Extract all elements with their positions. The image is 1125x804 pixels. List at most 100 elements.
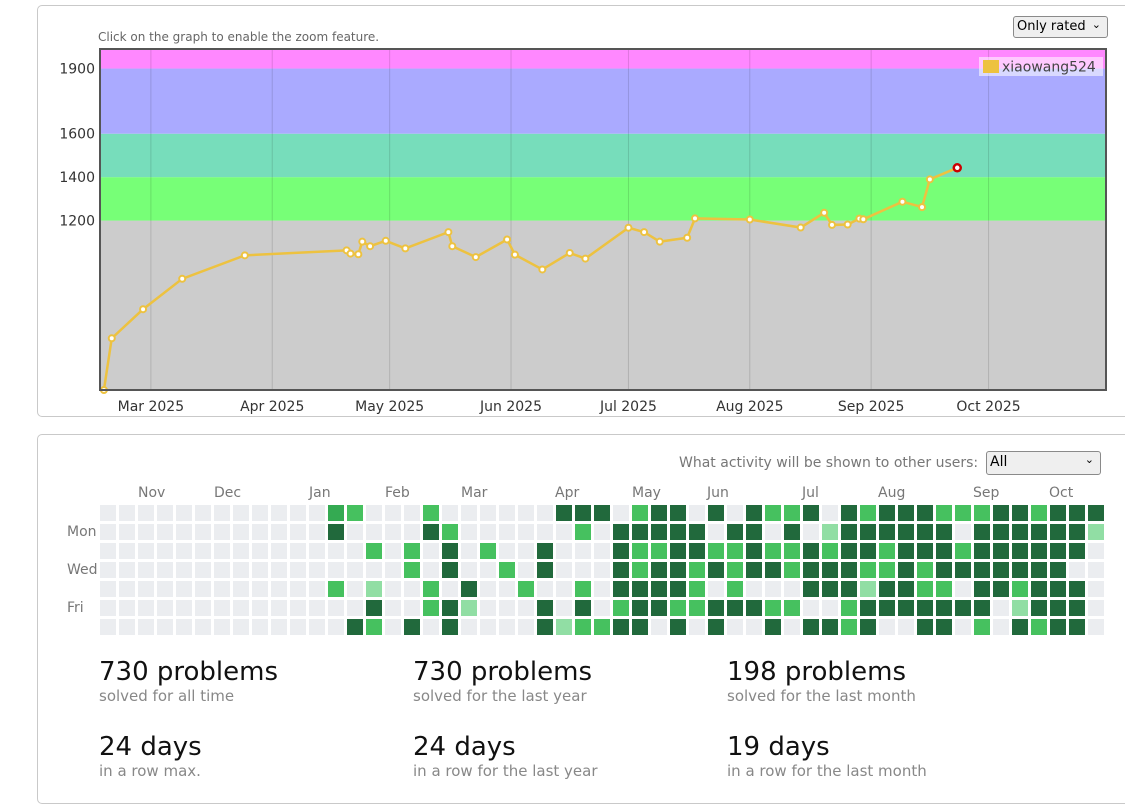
activity-cell[interactable] [1069, 581, 1085, 597]
activity-cell[interactable] [290, 619, 306, 635]
activity-cell[interactable] [879, 505, 895, 521]
activity-cell[interactable] [860, 619, 876, 635]
activity-cell[interactable] [1031, 524, 1047, 540]
activity-cell[interactable] [347, 524, 363, 540]
activity-cell[interactable] [1069, 600, 1085, 616]
activity-cell[interactable] [898, 600, 914, 616]
activity-cell[interactable] [708, 600, 724, 616]
activity-cell[interactable] [309, 543, 325, 559]
activity-cell[interactable] [537, 619, 553, 635]
rating-point[interactable] [952, 163, 963, 173]
activity-cell[interactable] [461, 524, 477, 540]
activity-cell[interactable] [993, 524, 1009, 540]
rating-graph[interactable]: 1200 1400 1600 1900 Mar 2025 Apr 2025 May 202… [0, 0, 1125, 420]
activity-cell[interactable] [233, 600, 249, 616]
activity-cell[interactable] [290, 543, 306, 559]
activity-cell[interactable] [518, 600, 534, 616]
activity-cell[interactable] [290, 524, 306, 540]
activity-cell[interactable] [1088, 619, 1104, 635]
activity-cell[interactable] [1012, 543, 1028, 559]
activity-cell[interactable] [214, 505, 230, 521]
activity-cell[interactable] [765, 562, 781, 578]
activity-cell[interactable] [708, 543, 724, 559]
activity-cell[interactable] [461, 562, 477, 578]
activity-cell[interactable] [119, 581, 135, 597]
activity-cell[interactable] [518, 543, 534, 559]
activity-cell[interactable] [689, 600, 705, 616]
visibility-select[interactable]: All ⌄ [986, 451, 1101, 475]
activity-cell[interactable] [670, 562, 686, 578]
activity-cell[interactable] [1069, 543, 1085, 559]
activity-cell[interactable] [651, 600, 667, 616]
activity-cell[interactable] [423, 505, 439, 521]
rating-point[interactable] [448, 242, 457, 251]
activity-cell[interactable] [100, 524, 116, 540]
activity-cell[interactable] [708, 581, 724, 597]
activity-cell[interactable] [822, 505, 838, 521]
activity-cell[interactable] [214, 543, 230, 559]
activity-cell[interactable] [898, 505, 914, 521]
activity-cell[interactable] [271, 505, 287, 521]
rating-point[interactable] [918, 203, 927, 212]
activity-cell[interactable] [214, 562, 230, 578]
activity-cell[interactable] [860, 600, 876, 616]
rating-point[interactable] [683, 233, 692, 242]
activity-cell[interactable] [366, 600, 382, 616]
activity-cell[interactable] [1088, 543, 1104, 559]
activity-cell[interactable] [271, 619, 287, 635]
activity-cell[interactable] [689, 619, 705, 635]
activity-cell[interactable] [404, 543, 420, 559]
activity-cell[interactable] [594, 562, 610, 578]
activity-cell[interactable] [537, 505, 553, 521]
activity-cell[interactable] [803, 600, 819, 616]
rating-point[interactable] [358, 237, 367, 246]
activity-cell[interactable] [670, 619, 686, 635]
activity-cell[interactable] [746, 600, 762, 616]
activity-cell[interactable] [442, 562, 458, 578]
activity-cell[interactable] [176, 543, 192, 559]
activity-cell[interactable] [271, 524, 287, 540]
activity-cell[interactable] [974, 505, 990, 521]
activity-cell[interactable] [575, 543, 591, 559]
activity-cell[interactable] [157, 524, 173, 540]
activity-cell[interactable] [138, 524, 154, 540]
rating-point[interactable] [925, 175, 934, 184]
activity-cell[interactable] [499, 581, 515, 597]
activity-cell[interactable] [556, 600, 572, 616]
activity-cell[interactable] [632, 543, 648, 559]
activity-cell[interactable] [195, 600, 211, 616]
activity-cell[interactable] [784, 581, 800, 597]
activity-cell[interactable] [423, 600, 439, 616]
activity-cell[interactable] [613, 619, 629, 635]
activity-cell[interactable] [613, 505, 629, 521]
rating-point[interactable] [565, 248, 574, 257]
activity-cell[interactable] [499, 600, 515, 616]
activity-cell[interactable] [917, 524, 933, 540]
rating-point[interactable] [178, 274, 187, 283]
activity-cell[interactable] [936, 562, 952, 578]
activity-cell[interactable] [670, 505, 686, 521]
activity-cell[interactable] [1012, 562, 1028, 578]
activity-cell[interactable] [974, 581, 990, 597]
activity-cell[interactable] [366, 543, 382, 559]
activity-cell[interactable] [366, 524, 382, 540]
rating-point[interactable] [510, 250, 519, 259]
activity-cell[interactable] [575, 619, 591, 635]
activity-cell[interactable] [784, 505, 800, 521]
activity-cell[interactable] [347, 505, 363, 521]
activity-cell[interactable] [214, 619, 230, 635]
activity-cell[interactable] [404, 600, 420, 616]
activity-cell[interactable] [632, 600, 648, 616]
activity-cell[interactable] [271, 600, 287, 616]
activity-cell[interactable] [784, 543, 800, 559]
activity-cell[interactable] [708, 619, 724, 635]
activity-cell[interactable] [879, 543, 895, 559]
activity-cell[interactable] [385, 562, 401, 578]
activity-cell[interactable] [480, 619, 496, 635]
activity-cell[interactable] [157, 600, 173, 616]
rating-point[interactable] [655, 237, 664, 246]
activity-cell[interactable] [556, 543, 572, 559]
rating-point[interactable] [581, 254, 590, 263]
activity-cell[interactable] [214, 524, 230, 540]
activity-cell[interactable] [100, 619, 116, 635]
